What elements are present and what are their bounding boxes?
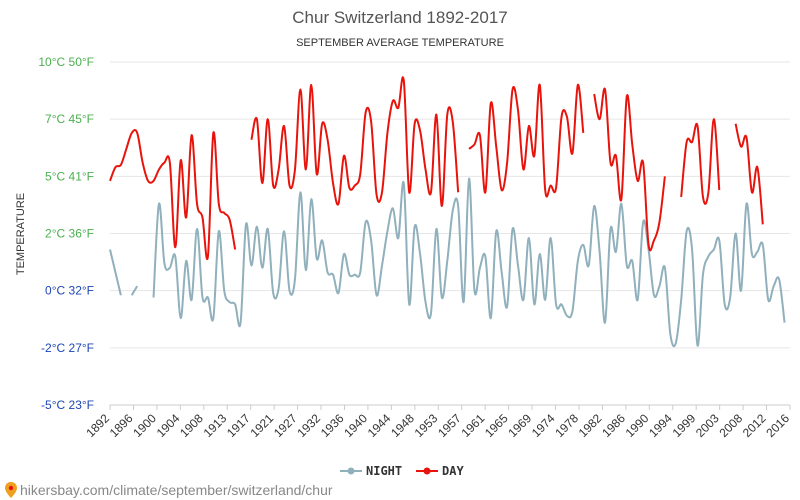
day-line-segment <box>593 87 666 252</box>
x-axis-ticks: 1892189619001904190819131917192119271932… <box>83 404 792 440</box>
chart-title: Chur Switzerland 1892-2017 <box>292 8 507 27</box>
x-tick-label: 1917 <box>224 411 253 440</box>
x-tick-label: 1948 <box>388 411 417 440</box>
x-tick-label: 1896 <box>107 411 136 440</box>
legend-night-marker <box>347 467 355 475</box>
legend-item-day[interactable]: DAY <box>416 464 464 478</box>
x-tick-label: 1913 <box>201 411 230 440</box>
night-line-segment <box>130 285 139 296</box>
legend-night-label: NIGHT <box>366 464 402 478</box>
x-tick-label: 1990 <box>623 411 652 440</box>
day-line-segment <box>109 129 237 261</box>
x-tick-label: 2003 <box>693 411 722 440</box>
x-tick-label: 2008 <box>716 411 745 440</box>
x-tick-label: 1982 <box>576 411 605 440</box>
day-line-segment <box>734 123 764 225</box>
x-tick-label: 1908 <box>177 411 206 440</box>
x-tick-label: 1900 <box>130 411 159 440</box>
y-tick-label: 0°C 32°F <box>45 284 94 298</box>
y-tick-label: -2°C 27°F <box>41 341 94 355</box>
x-tick-label: 1904 <box>154 411 183 440</box>
y-tick-label: 2°C 36°F <box>45 227 94 241</box>
x-tick-label: 1953 <box>412 411 441 440</box>
legend-item-night[interactable]: NIGHT <box>340 464 402 478</box>
y-tick-label: 7°C 45°F <box>45 112 94 126</box>
series-night <box>109 177 786 348</box>
chart-subtitle: SEPTEMBER AVERAGE TEMPERATURE <box>296 37 504 49</box>
day-line-segment <box>250 76 460 208</box>
x-tick-label: 1974 <box>529 411 558 440</box>
x-tick-label: 1936 <box>318 411 347 440</box>
legend: NIGHT DAY <box>340 464 464 478</box>
x-tick-label: 2012 <box>740 411 769 440</box>
x-tick-label: 1978 <box>552 411 581 440</box>
x-tick-label: 1969 <box>505 411 534 440</box>
day-line-segment <box>468 83 585 198</box>
x-tick-label: 1994 <box>646 411 675 440</box>
x-tick-label: 1957 <box>435 411 464 440</box>
day-line-segment <box>680 118 721 205</box>
x-tick-label: 1944 <box>365 411 394 440</box>
location-pin-icon <box>5 482 17 498</box>
y-axis-ticks: 10°C 50°F 7°C 45°F 5°C 41°F 2°C 36°F 0°C 32°… <box>38 55 94 412</box>
x-tick-label: 1932 <box>294 411 323 440</box>
x-tick-label: 1927 <box>271 411 300 440</box>
x-tick-label: 1961 <box>459 411 488 440</box>
x-tick-label: 2016 <box>763 411 792 440</box>
y-tick-label: 10°C 50°F <box>38 55 94 69</box>
series-day <box>109 76 764 261</box>
footer-url: hikersbay.com/climate/september/switzerl… <box>20 482 333 498</box>
x-tick-label: 1921 <box>247 411 276 440</box>
footer[interactable]: hikersbay.com/climate/september/switzerl… <box>5 482 333 498</box>
night-line-segment <box>152 177 786 348</box>
series-lines <box>109 76 786 348</box>
night-line-segment <box>109 249 122 296</box>
y-tick-label: 5°C 41°F <box>45 169 94 183</box>
legend-day-marker <box>423 467 431 475</box>
x-tick-label: 1999 <box>670 411 699 440</box>
x-tick-label: 1965 <box>482 411 511 440</box>
y-axis-title: TEMPERATURE <box>15 193 27 275</box>
x-tick-label: 1940 <box>341 411 370 440</box>
y-tick-label: -5°C 23°F <box>41 398 94 412</box>
legend-day-label: DAY <box>442 464 464 478</box>
x-tick-label: 1892 <box>83 411 112 440</box>
x-tick-label: 1986 <box>599 411 628 440</box>
